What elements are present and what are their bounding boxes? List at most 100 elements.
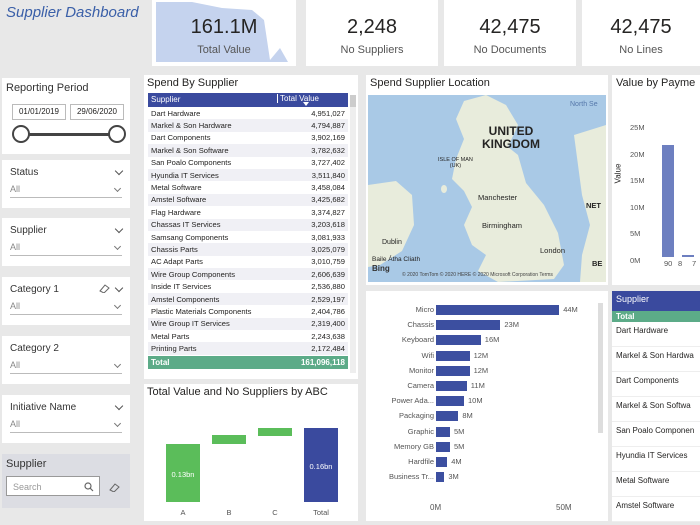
list-item[interactable]: Markel & Son Softwa (612, 397, 700, 422)
range-handle-end[interactable] (108, 125, 126, 143)
list-item[interactable]: Hyundia IT Services (612, 447, 700, 472)
start-date-input[interactable]: 01/01/2019 (12, 104, 66, 120)
bar[interactable] (436, 396, 464, 407)
payment-bar[interactable] (682, 255, 694, 257)
list-header[interactable]: Supplier (612, 291, 700, 311)
bar[interactable] (436, 472, 445, 483)
bar-row[interactable]: Memory GB 5M (366, 440, 596, 454)
bar-row[interactable]: Hardfile 4M (366, 455, 596, 469)
table-row[interactable]: Dart Hardware 4,951,027 (148, 107, 348, 120)
bar-row[interactable]: Packaging 8M (366, 409, 596, 423)
bar-row[interactable]: Graphic 5M (366, 425, 596, 439)
status-slicer[interactable]: Status All (2, 160, 130, 208)
table-row[interactable]: Chassas IT Services 3,203,618 (148, 218, 348, 231)
table-row[interactable]: Wire Group Components 2,606,639 (148, 268, 348, 281)
category2-dropdown[interactable]: All (10, 360, 122, 374)
table-row[interactable]: Amstel Components 2,529,197 (148, 292, 348, 306)
table-row[interactable]: Hyundia IT Services 3,511,840 (148, 168, 348, 182)
waterfall-bar-total[interactable] (304, 428, 338, 502)
category1-dropdown[interactable]: All (10, 301, 122, 315)
kpi-no-suppliers[interactable]: 2,248 No Suppliers (306, 0, 438, 66)
table-row[interactable]: Chassis Parts 3,025,079 (148, 243, 348, 256)
supplier-dropdown[interactable]: All (10, 242, 122, 256)
map-canvas[interactable] (368, 95, 606, 282)
waterfall-bar-a[interactable] (166, 444, 200, 502)
table-row[interactable]: Flag Hardware 3,374,827 (148, 206, 348, 219)
initiative-slicer[interactable]: Initiative Name All (2, 395, 130, 443)
slicer-title: Reporting Period (6, 82, 89, 94)
category1-slicer[interactable]: Category 1 All (2, 277, 130, 325)
search-icon[interactable] (84, 482, 94, 492)
kpi-no-documents[interactable]: 42,475 No Documents (444, 0, 576, 66)
table-row[interactable]: Markel & Son Hardware 4,794,887 (148, 119, 348, 132)
bar-row[interactable]: Business Tr... 3M (366, 470, 596, 484)
bar-row[interactable]: Keyboard 16M (366, 333, 596, 347)
table-row[interactable]: Metal Parts 2,243,638 (148, 330, 348, 343)
chevron-down-icon[interactable] (114, 283, 124, 293)
table-row[interactable]: Wire Group IT Services 2,319,400 (148, 317, 348, 331)
category2-slicer[interactable]: Category 2 All (2, 336, 130, 384)
bar[interactable] (436, 335, 481, 346)
supplier-slicer[interactable]: Supplier All (2, 218, 130, 266)
list-item[interactable]: Markel & Son Hardwa (612, 347, 700, 372)
table-row[interactable]: San Poalo Components 3,727,402 (148, 156, 348, 169)
column-header-supplier[interactable]: Supplier (151, 95, 181, 104)
bar[interactable] (436, 411, 459, 422)
scrollbar-thumb[interactable] (350, 95, 356, 107)
kpi-no-lines[interactable]: 42,475 No Lines (582, 0, 700, 66)
bar-row[interactable]: Camera 11M (366, 379, 596, 393)
table-scrollbar[interactable] (350, 95, 356, 373)
chevron-down-icon[interactable] (114, 401, 124, 411)
waterfall-bar-c[interactable] (258, 428, 292, 436)
table-row[interactable]: Inside IT Services 2,536,880 (148, 280, 348, 293)
initiative-dropdown[interactable]: All (10, 419, 122, 433)
bar-row[interactable]: Power Ada... 10M (366, 394, 596, 408)
list-item[interactable]: Dart Hardware (612, 322, 700, 347)
map-label-country: UNITED KINGDOM (482, 124, 540, 151)
waterfall-bar-b[interactable] (212, 435, 246, 444)
end-date-input[interactable]: 29/06/2020 (70, 104, 124, 120)
list-item[interactable]: Dart Components (612, 372, 700, 397)
kpi-total-value[interactable]: 161.1M Total Value (152, 0, 296, 66)
bar-category-label: Power Ada... (391, 396, 434, 406)
chevron-down-icon[interactable] (114, 224, 124, 234)
slicer-title: Status (10, 167, 39, 178)
status-dropdown[interactable]: All (10, 184, 122, 198)
table-row[interactable]: Dart Components 3,902,169 (148, 131, 348, 145)
chevron-down-icon[interactable] (114, 166, 124, 176)
bar[interactable] (436, 381, 467, 391)
sort-desc-icon[interactable] (303, 102, 309, 106)
total-value-cell: 2,536,880 (311, 282, 345, 292)
chart-scrollbar[interactable] (598, 303, 603, 433)
dropdown-value: All (10, 184, 21, 194)
table-row[interactable]: Samsang Components 3,081,933 (148, 230, 348, 244)
bar[interactable] (436, 365, 470, 376)
table-row[interactable]: Printing Parts 2,172,484 (148, 342, 348, 355)
bar[interactable] (436, 441, 450, 452)
bar[interactable] (436, 320, 501, 331)
list-item[interactable]: Metal Software (612, 472, 700, 497)
column-header-total-value[interactable]: Total Value (277, 94, 319, 103)
table-row[interactable]: Metal Software 3,458,084 (148, 181, 348, 194)
payment-bar[interactable] (662, 145, 674, 257)
bar[interactable] (436, 426, 450, 437)
bar-row[interactable]: Monitor 12M (366, 364, 596, 378)
supplier-search-input[interactable]: Search (6, 476, 100, 496)
range-handle-start[interactable] (12, 125, 30, 143)
eraser-icon[interactable] (108, 482, 120, 492)
table-row[interactable]: AC Adapt Parts 3,010,759 (148, 255, 348, 269)
table-row[interactable]: Amstel Software 3,425,682 (148, 193, 348, 207)
bar-row[interactable]: Wifi 12M (366, 349, 596, 363)
table-row[interactable]: Plastic Materials Components 2,404,786 (148, 305, 348, 318)
list-item[interactable]: San Poalo Componen (612, 422, 700, 447)
bar-row[interactable]: Micro 44M (366, 303, 596, 317)
bar-row[interactable]: Chassis 23M (366, 318, 596, 332)
bar[interactable] (436, 350, 470, 361)
eraser-icon[interactable] (98, 283, 110, 293)
table-row[interactable]: Markel & Son Software 3,782,632 (148, 144, 348, 157)
bar-category-label: Chassis (407, 320, 434, 330)
map-isle-of-man (441, 185, 447, 193)
list-item[interactable]: Amstel Software (612, 497, 700, 522)
bar[interactable] (436, 305, 560, 315)
bar[interactable] (436, 457, 448, 467)
